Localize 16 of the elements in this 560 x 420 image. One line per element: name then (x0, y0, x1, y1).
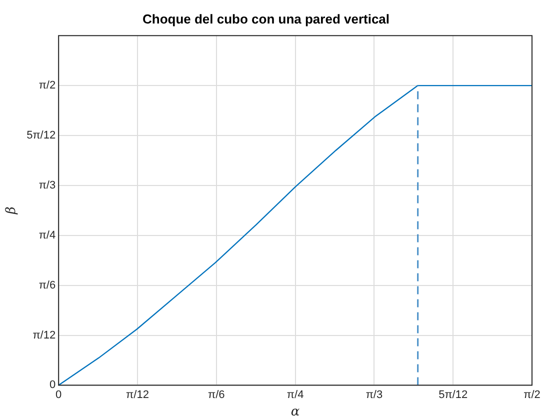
y-tick-label: π/4 (38, 229, 56, 242)
x-tick-label: π/3 (366, 388, 383, 401)
x-tick-label: π/4 (286, 388, 304, 401)
y-tick-label: 5π/12 (26, 130, 56, 142)
y-tick-label: π/2 (38, 80, 56, 92)
x-axis-title: α (290, 404, 300, 420)
y-tick-label: π/12 (32, 329, 56, 342)
chart-title: Choque del cubo con una pared vertical (142, 11, 390, 26)
x-tick-label: π/12 (126, 388, 149, 401)
y-tick-label: 0 (49, 379, 56, 392)
x-tick-label: π/6 (208, 388, 225, 401)
y-axis-title: β (4, 206, 20, 216)
x-tick-label: π/2 (524, 388, 540, 401)
y-tick-label: π/6 (38, 279, 56, 292)
x-tick-label: 5π/12 (438, 388, 468, 401)
y-tick-label: π/3 (38, 179, 56, 192)
